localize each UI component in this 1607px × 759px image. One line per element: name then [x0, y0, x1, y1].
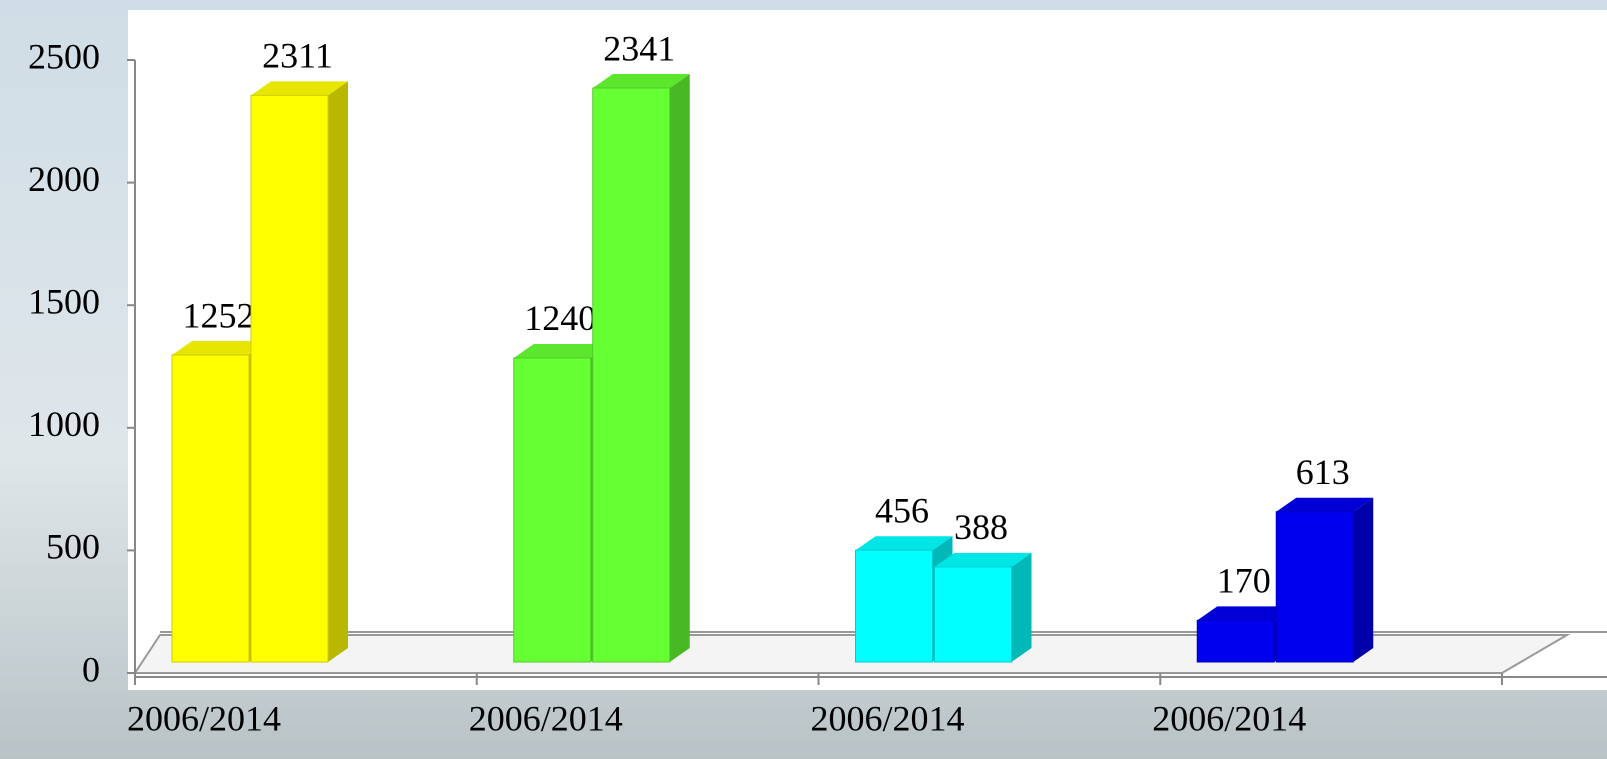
bar — [934, 552, 1032, 663]
bar-front — [592, 87, 671, 663]
bar-side — [328, 81, 348, 663]
bar — [250, 81, 348, 663]
x-tick-label: 2006/2014 — [811, 698, 965, 738]
bar-front — [855, 549, 933, 663]
y-tick-label: 2000 — [28, 159, 100, 199]
bar-front — [171, 354, 250, 663]
value-label: 388 — [954, 507, 1008, 547]
value-label: 170 — [1217, 561, 1271, 601]
bar-top — [172, 341, 269, 356]
bar-front — [1275, 511, 1354, 663]
bar-front — [1196, 619, 1275, 663]
y-tick-label: 1500 — [28, 281, 100, 321]
y-tick-label: 500 — [46, 527, 100, 567]
bar-front — [513, 357, 592, 663]
bar-front — [934, 566, 1012, 663]
bar-side — [669, 73, 690, 662]
value-label: 456 — [875, 490, 929, 530]
bar — [592, 73, 690, 663]
value-label: 613 — [1296, 452, 1350, 492]
bar-top — [855, 536, 953, 551]
x-tick-label: 2006/2014 — [1152, 698, 1306, 738]
bar-front — [250, 94, 329, 663]
bar-top — [592, 73, 690, 88]
value-label: 1252 — [183, 295, 255, 335]
bar-top — [1197, 606, 1295, 621]
bar-side — [1011, 552, 1032, 662]
y-tick-label: 1000 — [28, 404, 100, 444]
bar-top — [251, 81, 348, 96]
bar-top — [1276, 497, 1374, 512]
bar-top — [934, 552, 1032, 567]
value-label: 2311 — [262, 36, 333, 76]
y-tick-label: 2500 — [28, 36, 100, 76]
bar-side — [1353, 497, 1374, 662]
value-label: 2341 — [603, 28, 675, 68]
y-tick-label: 0 — [82, 649, 100, 689]
bar — [1275, 497, 1374, 663]
value-label: 1240 — [524, 298, 596, 338]
bar-top — [513, 343, 611, 358]
x-tick-label: 2006/2014 — [469, 698, 623, 738]
x-tick-label: 2006/2014 — [127, 698, 281, 738]
